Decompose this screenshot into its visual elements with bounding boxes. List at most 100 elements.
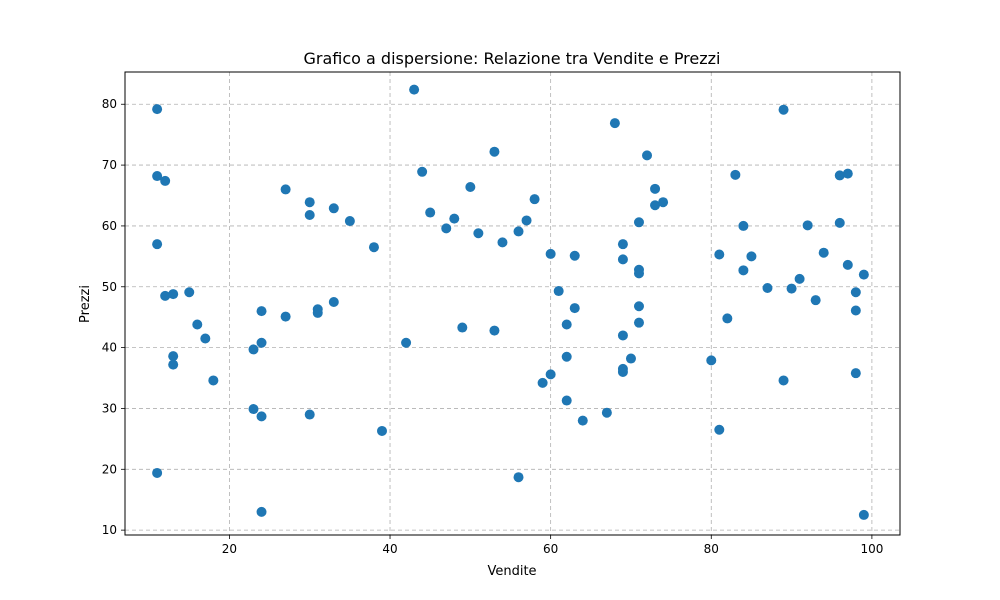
scatter-point <box>208 375 219 386</box>
scatter-point <box>625 353 636 364</box>
scatter-point <box>168 351 179 362</box>
scatter-point <box>152 239 163 250</box>
scatter-point <box>304 197 315 208</box>
scatter-point <box>617 330 628 341</box>
scatter-point <box>160 290 171 301</box>
scatter-point <box>762 282 773 293</box>
chart-title: Grafico a dispersione: Relazione tra Ven… <box>303 49 720 68</box>
scatter-point <box>577 415 588 426</box>
scatter-point <box>152 171 163 182</box>
y-tick-label: 20 <box>102 462 117 476</box>
scatter-point <box>521 215 532 226</box>
scatter-point <box>256 337 267 348</box>
axis-ticks: 20 40 60 80 100 10 20 30 40 50 60 70 80 <box>102 97 884 556</box>
scatter-point <box>714 424 725 435</box>
scatter-point <box>409 84 420 95</box>
scatter-point <box>617 239 628 250</box>
scatter-point <box>842 259 853 270</box>
scatter-point <box>545 369 556 380</box>
scatter-point <box>738 220 749 231</box>
y-tick-label: 60 <box>102 219 117 233</box>
scatter-point <box>368 242 379 253</box>
scatter-point <box>617 254 628 265</box>
scatter-point <box>730 169 741 180</box>
scatter-point <box>650 183 661 194</box>
scatter-point <box>561 395 572 406</box>
scatter-point <box>312 307 323 318</box>
scatter-point <box>513 226 524 237</box>
scatter-point <box>650 200 661 211</box>
scatter-point <box>537 377 548 388</box>
scatter-point <box>778 104 789 115</box>
scatter-point <box>642 150 653 161</box>
scatter-point <box>810 295 821 306</box>
scatter-point <box>633 268 644 279</box>
scatter-point <box>802 220 813 231</box>
y-tick-label: 10 <box>102 523 117 537</box>
scatter-point <box>401 337 412 348</box>
scatter-point <box>561 319 572 330</box>
scatter-point <box>850 287 861 298</box>
scatter-point <box>441 223 452 234</box>
scatter-point <box>497 237 508 248</box>
scatter-point <box>304 409 315 420</box>
scatter-point <box>794 273 805 284</box>
scatter-point <box>569 250 580 261</box>
scatter-point <box>786 283 797 294</box>
scatter-point <box>256 506 267 517</box>
scatter-point <box>304 209 315 220</box>
y-tick-label: 70 <box>102 158 117 172</box>
scatter-point <box>601 407 612 418</box>
scatter-point <box>706 355 717 366</box>
scatter-point <box>248 344 259 355</box>
scatter-point <box>280 184 291 195</box>
scatter-point <box>842 168 853 179</box>
scatter-point <box>376 425 387 436</box>
data-points <box>152 84 869 520</box>
scatter-point <box>569 303 580 314</box>
scatter-point <box>714 249 725 260</box>
scatter-point <box>553 286 564 297</box>
scatter-point <box>152 104 163 115</box>
scatter-point <box>256 411 267 422</box>
x-tick-label: 20 <box>222 542 237 556</box>
scatter-point <box>818 247 829 258</box>
scatter-point <box>738 265 749 276</box>
scatter-point <box>513 472 524 483</box>
scatter-point <box>328 296 339 307</box>
scatter-point <box>344 216 355 227</box>
scatter-point <box>722 313 733 324</box>
scatter-point <box>200 333 211 344</box>
scatter-point <box>561 351 572 362</box>
y-tick-label: 40 <box>102 341 117 355</box>
scatter-point <box>850 305 861 316</box>
scatter-point <box>746 251 757 262</box>
grid <box>125 72 900 535</box>
y-tick-label: 80 <box>102 97 117 111</box>
scatter-point <box>425 207 436 218</box>
scatter-point <box>184 287 195 298</box>
x-tick-label: 100 <box>860 542 883 556</box>
scatter-point <box>617 366 628 377</box>
x-axis-label: Vendite <box>487 564 536 579</box>
y-axis-label: Prezzi <box>78 285 93 323</box>
scatter-point <box>529 194 540 205</box>
scatter-point <box>858 509 869 520</box>
plot-frame <box>124 71 901 536</box>
scatter-point <box>633 317 644 328</box>
x-tick-label: 40 <box>382 542 397 556</box>
x-tick-label: 80 <box>704 542 719 556</box>
scatter-point <box>850 368 861 379</box>
scatter-point <box>658 197 669 208</box>
scatter-point <box>545 248 556 259</box>
y-tick-label: 50 <box>102 280 117 294</box>
scatter-point <box>858 269 869 280</box>
scatter-point <box>778 375 789 386</box>
scatter-point <box>609 118 620 129</box>
scatter-point <box>449 213 460 224</box>
scatter-point <box>160 175 171 186</box>
scatter-point <box>256 306 267 317</box>
scatter-point <box>168 359 179 370</box>
scatter-point <box>473 228 484 239</box>
